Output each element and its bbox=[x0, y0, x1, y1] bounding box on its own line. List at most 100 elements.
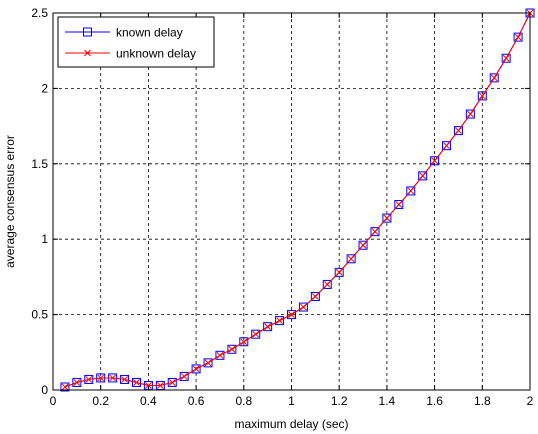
data-point-x bbox=[133, 379, 140, 386]
data-point-x bbox=[467, 110, 474, 118]
data-point-square bbox=[227, 344, 237, 354]
x-tick-label: 2 bbox=[527, 394, 534, 408]
data-point-x bbox=[180, 373, 188, 380]
tick-labels: 0 0.2 0.4 0.6 0.8 1 1.2 1.4 1.6 1.8 2 0 0.5 1 1.5 2 2.5 bbox=[31, 6, 533, 408]
x-tick-label: 1.4 bbox=[379, 394, 396, 408]
data-point-x bbox=[395, 201, 403, 208]
series-line-unknown-delay bbox=[64, 12, 531, 388]
data-point-x bbox=[371, 228, 379, 236]
data-point-square bbox=[334, 267, 344, 277]
data-point-square bbox=[370, 227, 380, 237]
data-point-square bbox=[477, 91, 487, 101]
data-point-x bbox=[288, 311, 295, 318]
x-tick-label: 0.8 bbox=[235, 394, 252, 408]
data-point-x bbox=[264, 323, 272, 331]
data-point-x bbox=[323, 281, 331, 288]
data-point-square bbox=[251, 329, 261, 339]
data-point-square bbox=[322, 279, 332, 289]
data-point-x bbox=[61, 383, 69, 391]
data-point-square bbox=[394, 200, 404, 210]
data-point-square bbox=[287, 310, 296, 320]
data-point-square bbox=[489, 73, 499, 83]
legend: known delay unknown delay bbox=[57, 16, 215, 68]
x-tick-label: 0.2 bbox=[92, 394, 109, 408]
data-point-square bbox=[382, 213, 392, 223]
legend-marker-x bbox=[84, 49, 91, 57]
data-point-x bbox=[419, 172, 427, 180]
data-point-square bbox=[310, 292, 320, 302]
data-point-x bbox=[455, 127, 462, 134]
data-point-square bbox=[358, 240, 368, 250]
data-point-x bbox=[478, 92, 486, 100]
data-point-square bbox=[239, 337, 249, 347]
data-point-square bbox=[215, 350, 225, 360]
data-point-x bbox=[97, 374, 105, 382]
data-point-square bbox=[167, 377, 177, 387]
data-point-square bbox=[60, 382, 70, 392]
data-point-x bbox=[300, 303, 307, 311]
y-axis-label: average consensus error bbox=[3, 135, 17, 268]
y-tick-label: 1.5 bbox=[31, 157, 48, 171]
y-tick-label: 0.5 bbox=[31, 308, 48, 322]
data-point-x bbox=[383, 214, 391, 222]
x-axis-label: maximum delay (sec) bbox=[234, 417, 348, 431]
x-tick-label: 0 bbox=[50, 394, 57, 408]
data-point-square bbox=[84, 374, 94, 384]
data-point-x bbox=[192, 365, 200, 373]
legend-box bbox=[57, 16, 215, 68]
data-point-x bbox=[311, 293, 319, 300]
x-tick-label: 1.6 bbox=[426, 394, 443, 408]
data-point-square bbox=[465, 109, 475, 119]
data-point-square bbox=[72, 377, 82, 387]
data-point-x bbox=[347, 255, 355, 263]
data-point-square bbox=[298, 302, 308, 312]
data-point-square bbox=[120, 374, 130, 384]
legend-marker-square bbox=[83, 27, 92, 37]
x-tick-label: 1.2 bbox=[331, 394, 348, 408]
data-point-square bbox=[203, 358, 213, 368]
data-point-x bbox=[335, 269, 343, 276]
data-point-square bbox=[275, 316, 285, 326]
data-point-x bbox=[502, 54, 510, 62]
data-point-x bbox=[204, 359, 212, 367]
y-tick-label: 1 bbox=[41, 232, 48, 246]
data-point-x bbox=[109, 374, 116, 382]
legend-label-known-delay: known delay bbox=[116, 26, 183, 40]
data-point-x bbox=[85, 376, 93, 383]
x-tick-label: 1 bbox=[288, 394, 295, 408]
data-point-x bbox=[443, 142, 450, 150]
data-point-square bbox=[442, 141, 452, 151]
data-point-x bbox=[514, 33, 522, 41]
data-point-square bbox=[346, 254, 356, 264]
data-point-x bbox=[216, 351, 224, 359]
data-point-square bbox=[418, 171, 428, 181]
data-point-x bbox=[252, 330, 260, 338]
y-tick-label: 2 bbox=[41, 81, 48, 95]
grid-lines bbox=[53, 13, 530, 390]
data-point-x bbox=[228, 345, 236, 353]
data-point-x bbox=[490, 74, 498, 82]
x-tick-label: 0.4 bbox=[140, 394, 157, 408]
data-point-square bbox=[179, 371, 189, 381]
series-group bbox=[60, 8, 535, 392]
data-point-square bbox=[191, 364, 201, 374]
data-point-x bbox=[407, 187, 415, 195]
data-point-x bbox=[145, 382, 152, 389]
data-point-x bbox=[431, 157, 438, 165]
y-tick-label: 2.5 bbox=[31, 6, 48, 20]
data-point-x bbox=[240, 338, 248, 346]
data-point-square bbox=[430, 156, 440, 166]
x-tick-label: 0.6 bbox=[188, 394, 205, 408]
data-point-square bbox=[131, 377, 141, 387]
data-point-x bbox=[276, 317, 283, 324]
y-tick-label: 0 bbox=[41, 383, 48, 397]
plot-area-frame bbox=[52, 12, 531, 391]
legend-label-unknown-delay: unknown delay bbox=[116, 47, 196, 61]
series-unknown-delay bbox=[61, 9, 534, 391]
data-point-x bbox=[168, 379, 176, 386]
x-tick-label: 1.8 bbox=[474, 394, 491, 408]
data-point-x bbox=[156, 382, 164, 389]
data-point-square bbox=[453, 126, 463, 136]
